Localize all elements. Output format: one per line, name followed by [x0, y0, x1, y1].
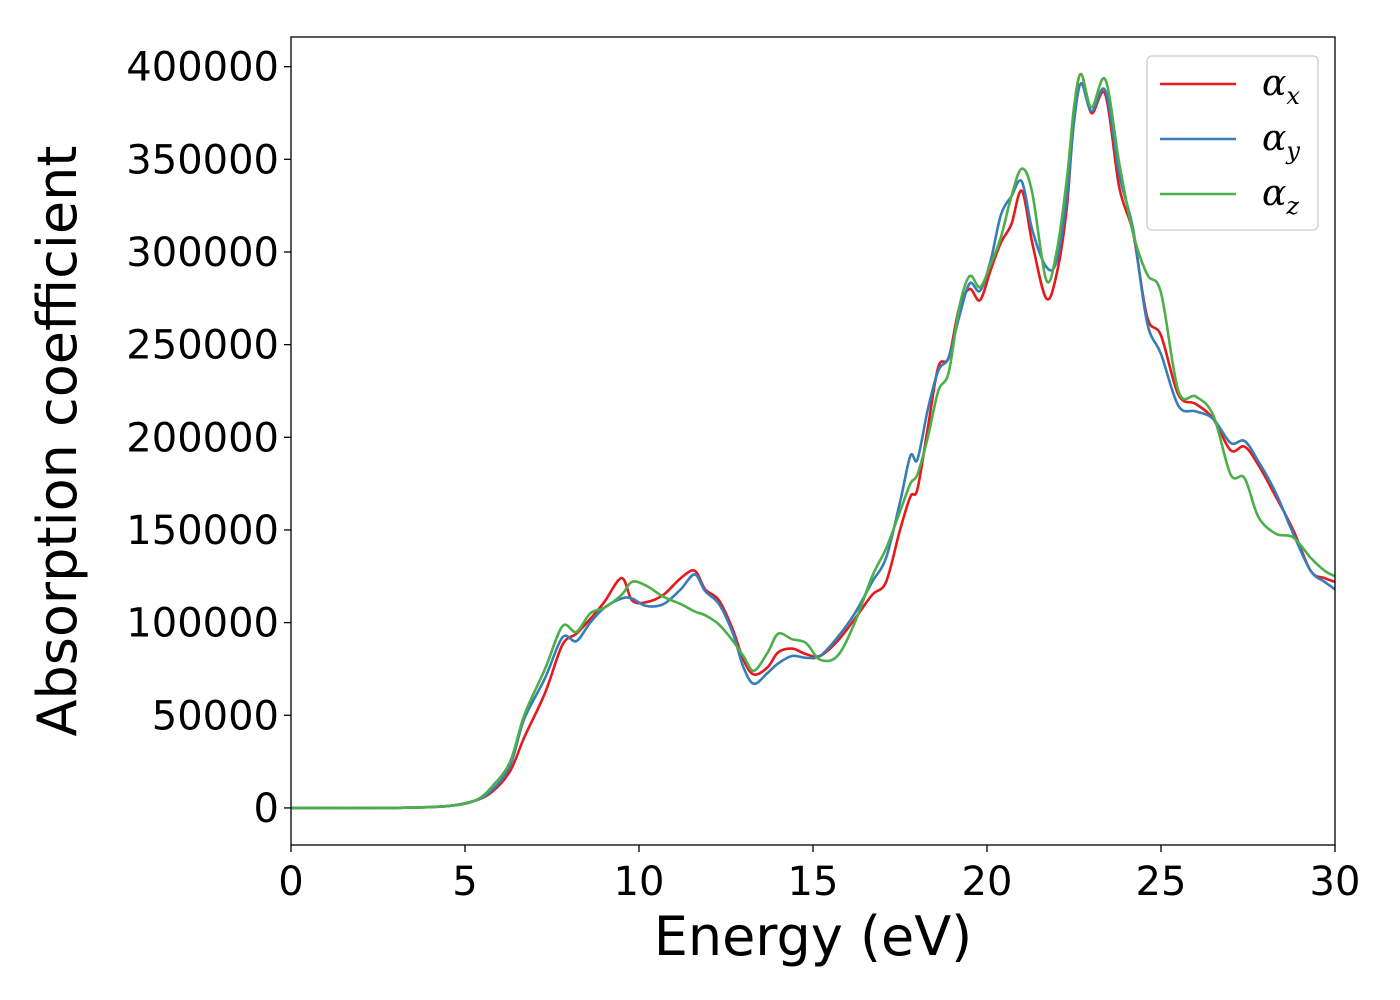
legend-symbol: α	[1262, 173, 1286, 214]
series-line-z	[291, 72, 1335, 810]
y-tick-label: 300000	[126, 230, 279, 276]
x-axis-ticks: 0 5 10 15 20 25 30	[278, 845, 1360, 905]
y-tick-label: 50000	[152, 693, 279, 739]
legend-symbol: α	[1262, 118, 1286, 159]
y-tick-label: 400000	[126, 45, 279, 91]
legend-label-x: αx	[1262, 63, 1300, 110]
x-tick-label: 20	[962, 859, 1013, 905]
y-tick-label: 200000	[126, 415, 279, 461]
x-axis-title: Energy (eV)	[654, 905, 973, 968]
legend-label-y: αy	[1262, 118, 1300, 165]
legend-subscript: x	[1286, 82, 1300, 110]
x-tick-label: 0	[278, 859, 303, 905]
y-tick-label: 250000	[126, 323, 279, 369]
series-line-x	[291, 72, 1335, 810]
x-tick-label: 5	[452, 859, 477, 905]
y-tick-label: 350000	[126, 137, 279, 183]
x-tick-label: 25	[1136, 859, 1187, 905]
legend-box	[1146, 55, 1319, 231]
x-tick-label: 10	[614, 859, 665, 905]
y-axis-title: Absorption coefficient	[26, 146, 89, 737]
legend-subscript: y	[1285, 137, 1300, 165]
y-tick-label: 0	[254, 786, 279, 832]
legend-symbol: α	[1262, 63, 1286, 104]
series-layer	[291, 72, 1335, 810]
y-tick-label: 100000	[126, 601, 279, 647]
y-tick-label: 150000	[126, 508, 279, 554]
x-tick-label: 30	[1310, 859, 1361, 905]
y-axis-ticks: 0 50000 100000 150000 200000 250000 300000 3500…	[126, 45, 291, 832]
x-tick-label: 15	[788, 859, 839, 905]
legend-subscript: z	[1285, 192, 1299, 220]
legend-label-z: αz	[1262, 173, 1299, 220]
